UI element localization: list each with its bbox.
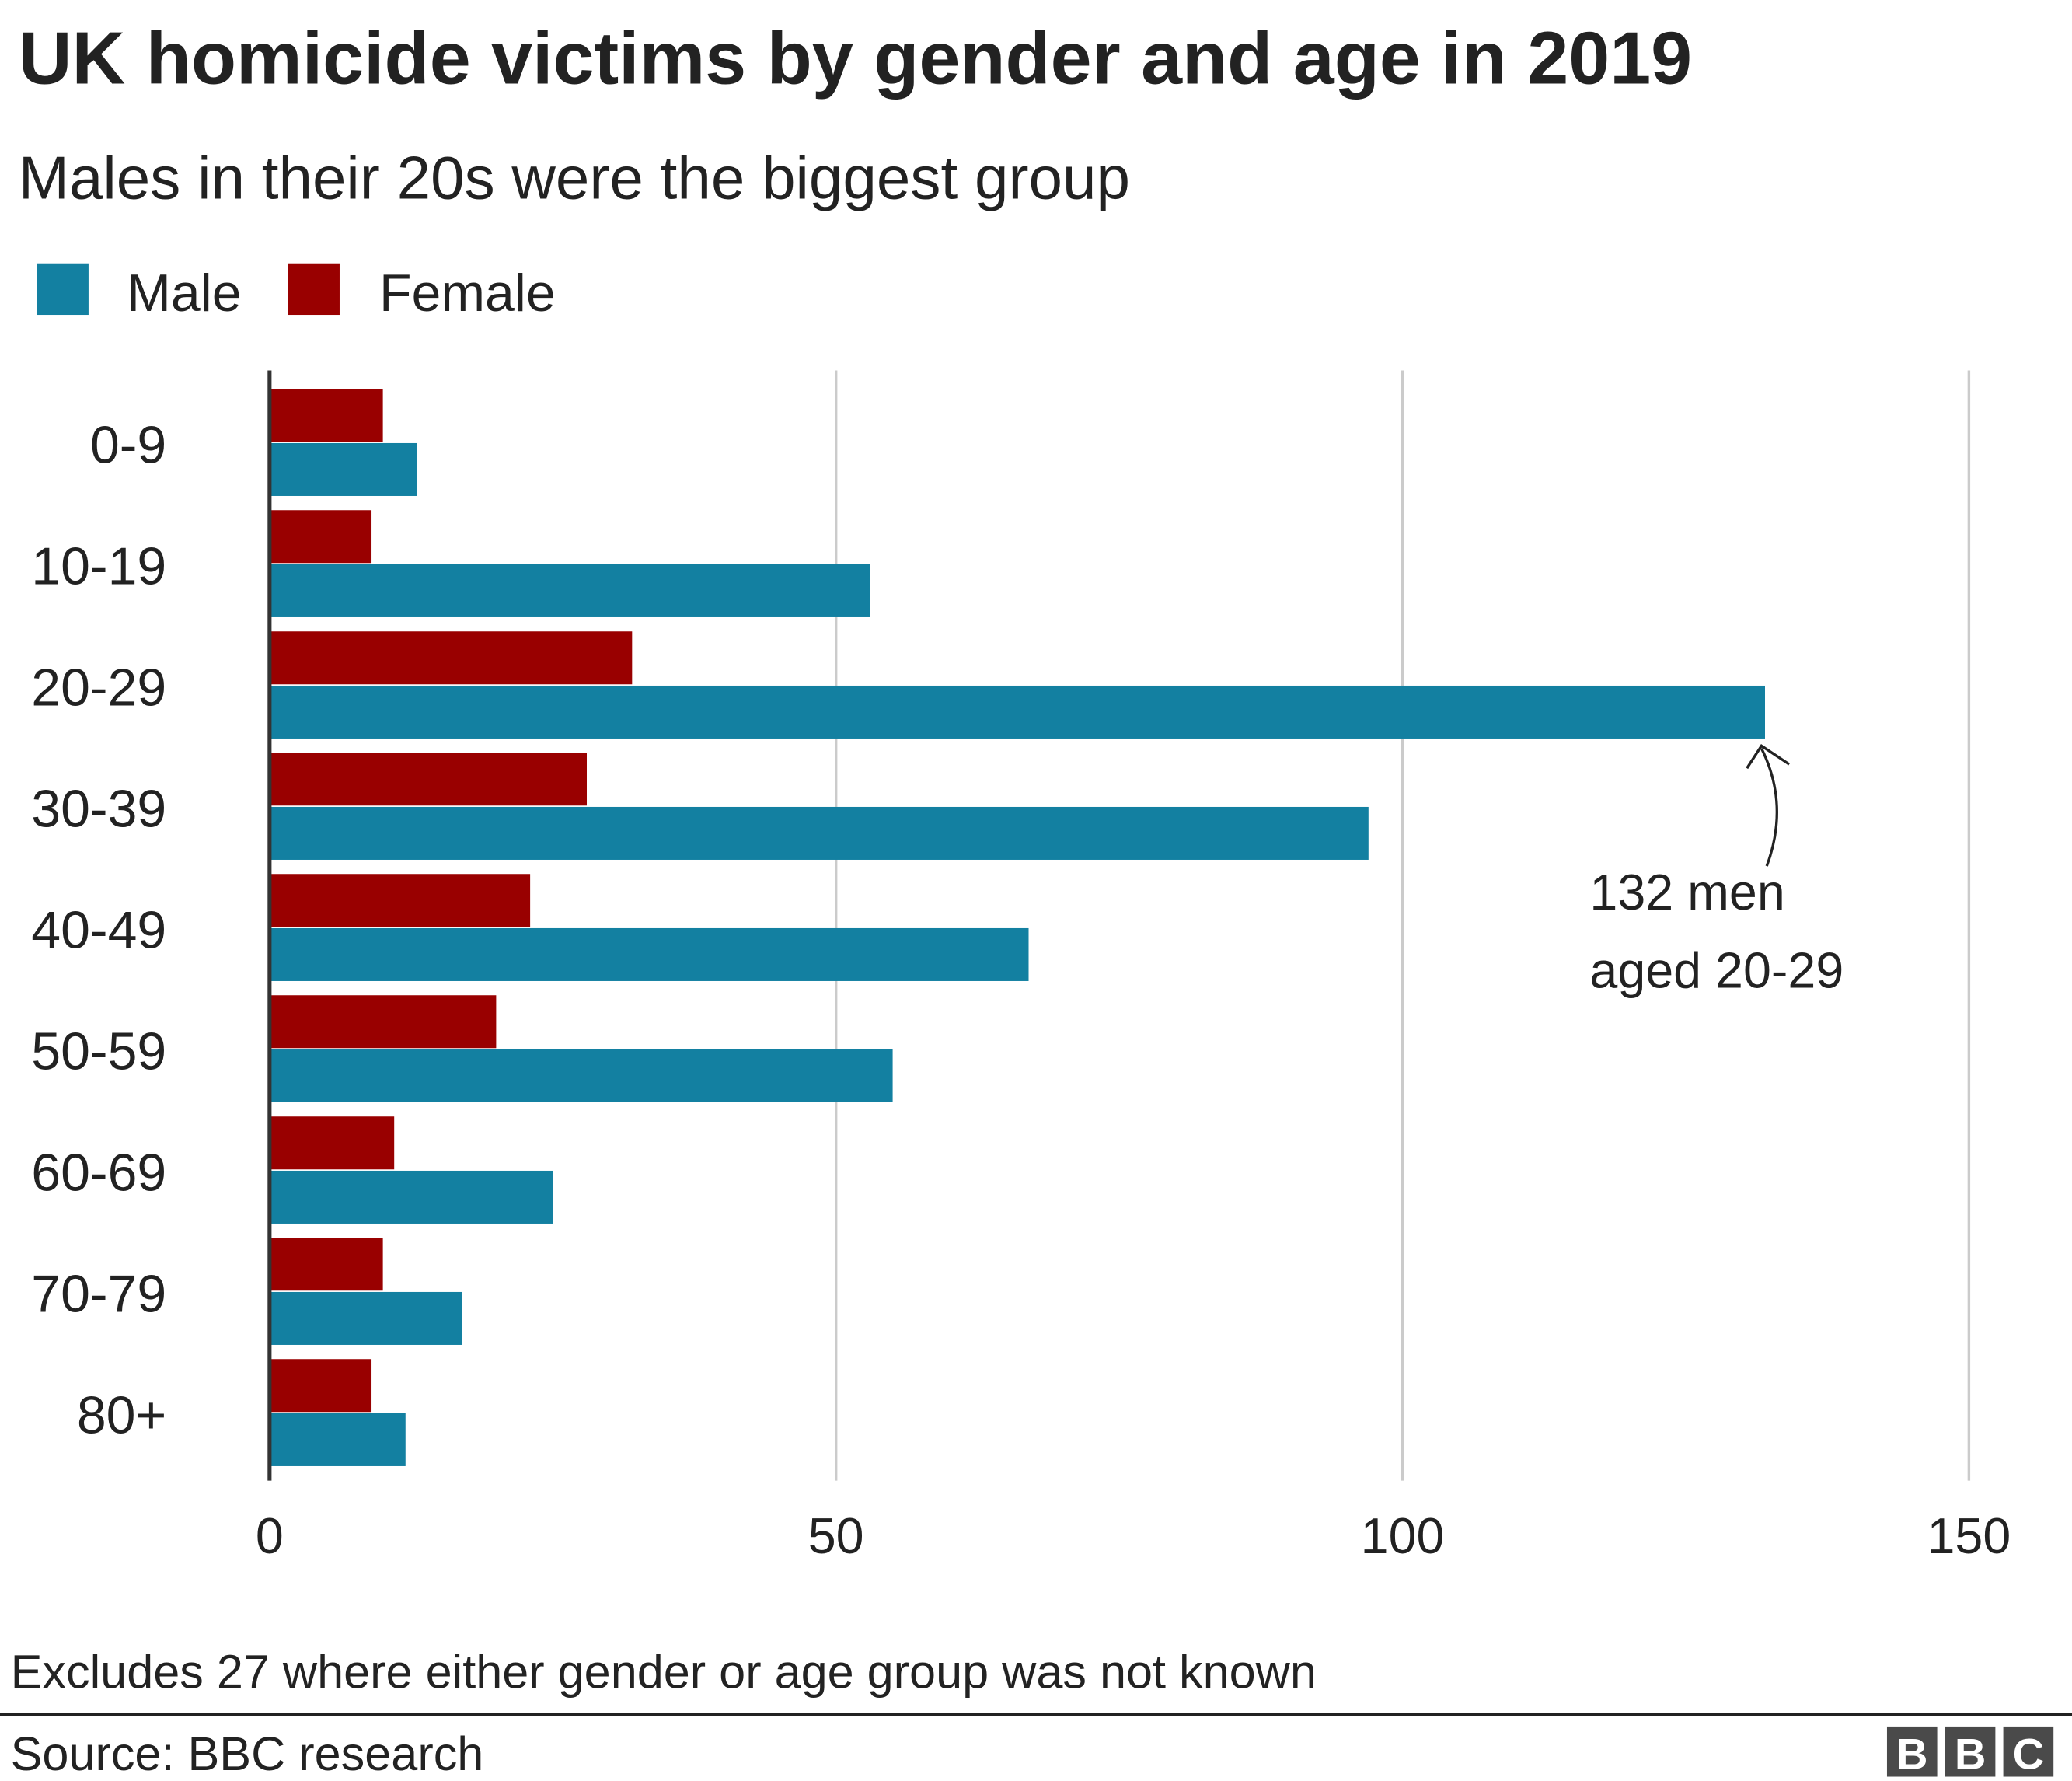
bar-male-50-59: [269, 1049, 893, 1102]
bar-female-30-39: [269, 753, 588, 806]
y-tick-label: 30-39: [31, 779, 166, 838]
x-tick-label: 100: [1361, 1508, 1445, 1564]
y-tick-label: 20-29: [31, 658, 166, 717]
annotation-arrowhead: [1746, 743, 1791, 770]
chart-source: Source: BBC research: [11, 1727, 484, 1780]
annotation-arrow: [1760, 747, 1778, 867]
legend-swatch-female: [288, 263, 340, 316]
y-axis-labels: 0-9 10-19 20-29 30-39 40-49 50-59 60-69 70-79 80…: [31, 415, 166, 1444]
svg-text:B: B: [1955, 1729, 1987, 1778]
annotation-line1: 132 men: [1589, 864, 1784, 920]
bar-male-80+: [269, 1413, 406, 1466]
gridlines: [834, 370, 1971, 1481]
svg-text:B: B: [1896, 1729, 1928, 1778]
bar-female-50-59: [269, 995, 497, 1049]
bar-male-40-49: [269, 927, 1029, 981]
x-tick-label: 50: [808, 1508, 864, 1564]
legend-label-male: Male: [127, 264, 241, 323]
y-tick-label: 60-69: [31, 1143, 166, 1202]
annotation: 132 men aged 20-29: [1589, 743, 1844, 998]
bar-female-20-29: [269, 631, 633, 685]
legend-swatch-male: [37, 263, 89, 316]
bar-male-60-69: [269, 1170, 553, 1224]
x-tick-label: 0: [256, 1508, 284, 1564]
bar-female-10-19: [269, 510, 372, 564]
bar-male-20-29: [269, 685, 1765, 739]
y-tick-label: 70-79: [31, 1264, 166, 1323]
y-tick-label: 40-49: [31, 900, 166, 959]
chart-subtitle: Males in their 20s were the biggest grou…: [19, 143, 1130, 211]
bars: [269, 389, 1765, 1466]
y-tick-label: 80+: [77, 1385, 166, 1444]
y-tick-label: 0-9: [90, 415, 166, 474]
legend-label-female: Female: [379, 264, 556, 323]
bar-male-70-79: [269, 1291, 462, 1345]
bar-female-60-69: [269, 1116, 395, 1170]
bbc-logo: B B C: [1886, 1726, 2054, 1778]
x-axis-labels: 0 50 100 150: [256, 1508, 2011, 1564]
chart-title: UK homicide victims by gender and age in…: [19, 17, 1692, 100]
bar-male-0-9: [269, 442, 417, 496]
bar-female-80+: [269, 1359, 372, 1413]
x-tick-label: 150: [1927, 1508, 2011, 1564]
y-tick-label: 50-59: [31, 1021, 166, 1081]
bar-male-10-19: [269, 564, 870, 617]
bar-male-30-39: [269, 806, 1369, 860]
bar-female-40-49: [269, 874, 531, 927]
legend: Male Female: [37, 263, 556, 323]
bar-female-70-79: [269, 1238, 383, 1291]
y-tick-label: 10-19: [31, 536, 166, 595]
chart-note: Excludes 27 where either gender or age g…: [11, 1646, 1317, 1699]
bar-female-0-9: [269, 389, 383, 442]
svg-text:C: C: [2013, 1729, 2045, 1778]
annotation-line2: aged 20-29: [1589, 942, 1844, 998]
